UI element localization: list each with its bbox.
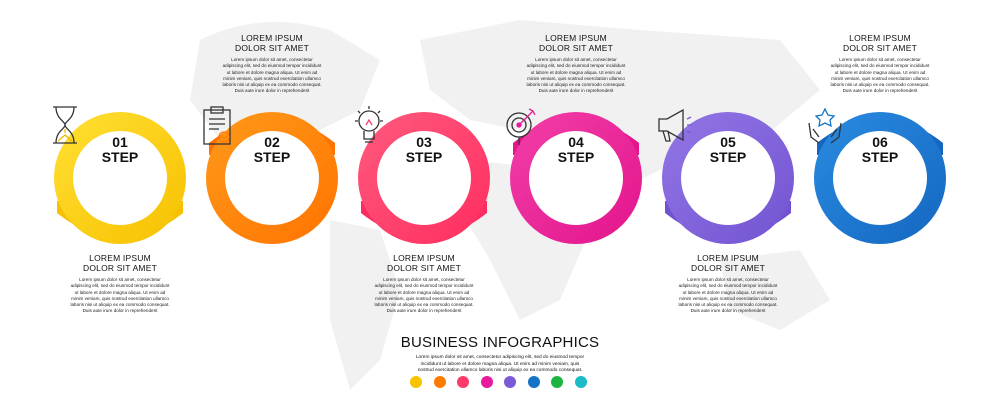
step-heading: LOREM IPSUM DOLOR SIT AMET: [691, 253, 765, 273]
step-body: Lorem ipsum dolor sit amet, consectetur a…: [830, 57, 930, 94]
megaphone-icon: [658, 108, 692, 142]
target-icon: [506, 108, 536, 145]
infographic-description: Lorem ipsum dolor sit amet, consectetur …: [415, 355, 585, 373]
step-description: LOREM IPSUM DOLOR SIT AMET Lorem ipsum do…: [339, 253, 509, 315]
step-body: Lorem ipsum dolor sit amet, consectetur a…: [374, 277, 474, 314]
footer: BUSINESS INFOGRAPHICS Lorem ipsum dolor …: [400, 334, 600, 375]
ring-inner: [529, 131, 623, 225]
hands-star-icon: [808, 107, 842, 144]
step-ring: [54, 112, 186, 244]
step-heading: LOREM IPSUM DOLOR SIT AMET: [843, 33, 917, 53]
step-ring: [814, 112, 946, 244]
step-description: LOREM IPSUM DOLOR SIT AMET Lorem ipsum do…: [491, 33, 661, 95]
color-dot: [480, 376, 493, 388]
step-ring: [206, 112, 338, 244]
step-number: 04 STEP: [557, 134, 595, 165]
step-body: Lorem ipsum dolor sit amet, consectetur a…: [526, 57, 626, 94]
color-dot: [527, 376, 540, 388]
color-dot: [504, 376, 516, 388]
step-heading: LOREM IPSUM DOLOR SIT AMET: [387, 253, 461, 273]
step-number: 06 STEP: [861, 134, 899, 165]
step-description: LOREM IPSUM DOLOR SIT AMET Lorem ipsum do…: [643, 253, 813, 315]
step-ring: [510, 112, 642, 244]
step-heading: LOREM IPSUM DOLOR SIT AMET: [83, 253, 157, 273]
ring-inner: [377, 131, 471, 225]
color-palette: [410, 376, 587, 388]
step-04: 04 STEP: [501, 103, 651, 253]
step-02: 02 STEP: [197, 103, 347, 253]
step-ring: [358, 112, 490, 244]
step-description: LOREM IPSUM DOLOR SIT AMET Lorem ipsum do…: [795, 33, 965, 95]
step-body: Lorem ipsum dolor sit amet, consectetur a…: [222, 57, 322, 94]
step-body: Lorem ipsum dolor sit amet, consectetur a…: [678, 277, 778, 314]
step-number: 03 STEP: [405, 134, 443, 165]
step-heading: LOREM IPSUM DOLOR SIT AMET: [539, 33, 613, 53]
step-06: 06 STEP: [805, 103, 955, 253]
step-number: 02 STEP: [253, 134, 291, 165]
ring-inner: [681, 131, 775, 225]
step-ring: [662, 112, 794, 244]
color-dot: [433, 376, 446, 388]
step-number: 01 STEP: [101, 134, 139, 165]
clipboard-icon: [203, 106, 231, 145]
color-dot: [551, 376, 563, 388]
color-dot: [574, 376, 587, 388]
color-dot: [457, 376, 469, 388]
step-number: 05 STEP: [709, 134, 747, 165]
ring-inner: [833, 131, 927, 225]
step-description: LOREM IPSUM DOLOR SIT AMET Lorem ipsum do…: [35, 253, 205, 315]
step-01: 01 STEP: [45, 103, 195, 253]
infographic-title: BUSINESS INFOGRAPHICS: [400, 334, 600, 351]
color-dot: [410, 376, 422, 388]
ring-inner: [73, 131, 167, 225]
ring-inner: [225, 131, 319, 225]
step-description: LOREM IPSUM DOLOR SIT AMET Lorem ipsum do…: [187, 33, 357, 95]
step-05: 05 STEP: [653, 103, 803, 253]
step-body: Lorem ipsum dolor sit amet, consectetur a…: [70, 277, 170, 314]
hourglass-icon: [53, 106, 77, 144]
lightbulb-icon: [355, 106, 383, 143]
step-heading: LOREM IPSUM DOLOR SIT AMET: [235, 33, 309, 53]
step-03: 03 STEP: [349, 103, 499, 253]
